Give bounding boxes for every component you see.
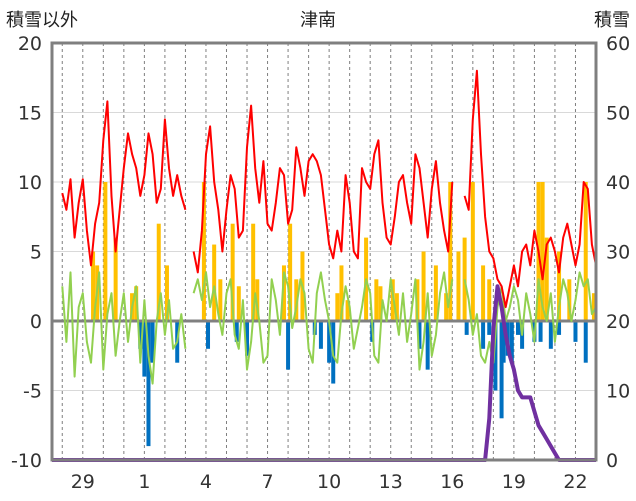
x-tick-label: 13 [379,471,403,493]
precip_blue-bar [464,321,469,335]
precip_yellow-bar [294,279,299,321]
precip_yellow-bar [91,251,96,321]
left-tick-label: -10 [11,450,42,472]
precip_blue-bar [286,321,291,370]
axes: -10 -5 0 5 10 15 20 0 10 20 30 40 50 60 29 1 4 7 10 13 16 19 2… [11,33,630,493]
precip_yellow-bar [212,244,217,321]
x-tick-label: 7 [262,471,274,493]
precip_yellow-bar [421,251,426,321]
precip_yellow-bar [339,265,344,321]
left-axis-title: 積雪以外 [6,10,78,31]
precip_blue-bar [515,321,520,335]
precip_yellow-bar [251,223,256,321]
precip_yellow-bar [540,182,545,321]
right-tick-label: 10 [606,381,630,403]
precip_blue-bar [327,321,332,363]
precip_yellow-bar [378,286,383,321]
precip_yellow-bar [394,293,399,321]
precip_yellow-bar [345,300,350,321]
right-axis-title: 積雪 [594,10,630,31]
precip_blue-bar [150,321,155,363]
precip_blue-bar [138,321,143,349]
precip_blue-bar [146,321,151,447]
min_temp-line [192,271,454,371]
precip_blue-bar [481,321,486,349]
precip_blue-bar [509,321,514,363]
chart-title: 津南 [300,10,336,31]
x-tick-label: 22 [563,471,587,493]
precip_blue-bar [206,321,211,349]
x-tick-label: 29 [71,471,95,493]
plot-frame [50,41,598,462]
precip_yellow-bar [444,293,449,321]
precip_blue-bar [501,321,506,363]
precip_blue-bar [245,321,250,356]
precip_yellow-bar [281,265,286,321]
max_temp-line [61,100,187,267]
precip_yellow-bar [433,265,438,321]
precip_yellow-bar [164,265,169,321]
precip_blue-bar [548,321,553,349]
min_temp-line [61,271,187,385]
right-tick-label: 60 [606,33,630,55]
left-tick-label: 10 [18,172,42,194]
right-tick-label: 40 [606,172,630,194]
precip_yellow-bar [448,182,453,321]
precip_blue-bar [538,321,543,342]
left-tick-label: 0 [30,311,42,333]
precip_yellow-bar [113,237,118,321]
precip_blue-bar [493,321,498,391]
precip_blue-bar [142,321,147,377]
precip_yellow-bar [481,265,486,321]
precip_blue-bar [318,321,323,349]
precip_yellow-bar [288,223,293,321]
precip_yellow-bar [456,251,461,321]
precip_yellow-bar [415,279,420,321]
max_temp-line [192,104,454,274]
precip_yellow-bar [557,251,562,321]
precip_yellow-bar [255,279,260,321]
left-tick-label: 5 [30,242,42,264]
right-tick-label: 50 [606,103,630,125]
precip_yellow-bar [218,279,223,321]
precip_blue-bar [583,321,588,363]
left-tick-label: -5 [23,381,42,403]
precip_blue-bar [417,321,422,349]
right-tick-label: 0 [606,450,618,472]
precip_yellow-bar [591,293,596,321]
precip_yellow-bar [201,182,206,321]
precip_blue-bar [557,321,562,335]
precip_yellow-bar [230,223,235,321]
left-tick-label: 15 [18,103,42,125]
x-tick-label: 10 [317,471,341,493]
precip_yellow-bar [236,286,241,321]
precip_blue-bar [487,321,492,335]
precip_yellow-bar [583,182,588,321]
precip_yellow-bar [470,182,475,321]
left-tick-label: 20 [18,33,42,55]
snow-line [52,284,596,462]
x-tick-label: 1 [138,471,150,493]
precip_blue-bar [499,321,504,419]
x-tick-label: 19 [502,471,526,493]
precip_yellow-bar [544,237,549,321]
precip_yellow-bar [156,223,161,321]
precip_blue-bar [425,321,430,370]
precip_yellow-bar [103,182,108,321]
precip_blue-bar [234,321,239,342]
right-tick-label: 20 [606,311,630,333]
precip_yellow-bar [487,279,492,321]
precip_blue-bar [573,321,578,342]
precip_yellow-bar [335,293,340,321]
x-tick-label: 16 [440,471,464,493]
precip_yellow-bar [374,279,379,321]
x-tick-label: 4 [200,471,212,493]
right-tick-label: 30 [606,242,630,264]
